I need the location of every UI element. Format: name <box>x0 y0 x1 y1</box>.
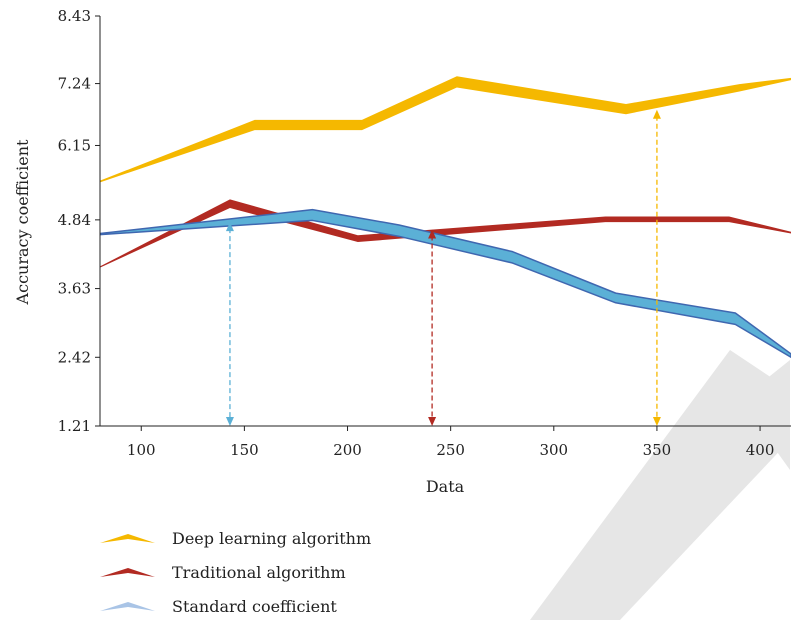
x-tick-label: 300 <box>539 441 568 459</box>
annotation-arrow-3 <box>652 109 661 426</box>
legend-swatch <box>100 534 155 543</box>
legend-item-3: Standard coefficient <box>100 597 337 616</box>
x-tick-label: 400 <box>746 441 775 459</box>
y-tick-label: 1.21 <box>58 417 91 435</box>
x-tick-label: 200 <box>333 441 362 459</box>
y-tick-label: 2.42 <box>58 348 91 366</box>
legend-label: Standard coefficient <box>172 597 337 616</box>
y-tick-label: 4.84 <box>58 211 91 229</box>
arrow-head-up <box>652 109 661 119</box>
legend: Deep learning algorithm Traditional algor… <box>100 529 371 616</box>
annotation-arrow-1 <box>225 222 234 426</box>
watermark-stroke-1 <box>530 350 790 620</box>
series-band-1 <box>100 76 791 183</box>
legend-label: Deep learning algorithm <box>172 529 371 548</box>
y-tick-label: 8.43 <box>58 7 91 25</box>
plot-area <box>100 76 791 426</box>
series-band-3 <box>100 208 791 359</box>
x-tick-label: 350 <box>643 441 672 459</box>
arrow-head-down <box>428 417 437 426</box>
legend-swatch <box>100 568 155 577</box>
annotation-arrow-2 <box>428 229 437 426</box>
arrow-head-down <box>652 417 661 426</box>
watermark <box>530 350 790 620</box>
series-band-2 <box>100 199 791 268</box>
x-tick-label: 250 <box>436 441 465 459</box>
y-axis-title: Accuracy coefficient <box>13 139 32 305</box>
arrow-head-up <box>225 222 234 232</box>
x-tick-label: 100 <box>127 441 156 459</box>
watermark-stroke-2 <box>740 360 790 470</box>
y-tick-label: 7.24 <box>58 75 91 93</box>
x-axis-title: Data <box>426 477 465 496</box>
axes: 1.21 2.42 3.63 4.84 6.15 7.24 8.43 100 150 200 250… <box>58 7 791 459</box>
arrow-head-down <box>225 417 234 426</box>
legend-swatch <box>100 602 155 611</box>
legend-item-1: Deep learning algorithm <box>100 529 371 548</box>
legend-label: Traditional algorithm <box>172 563 346 582</box>
y-tick-label: 6.15 <box>58 136 91 154</box>
legend-item-2: Traditional algorithm <box>100 563 346 582</box>
y-tick-label: 3.63 <box>58 280 91 298</box>
arrow-head-up <box>428 229 437 239</box>
x-tick-label: 150 <box>230 441 259 459</box>
